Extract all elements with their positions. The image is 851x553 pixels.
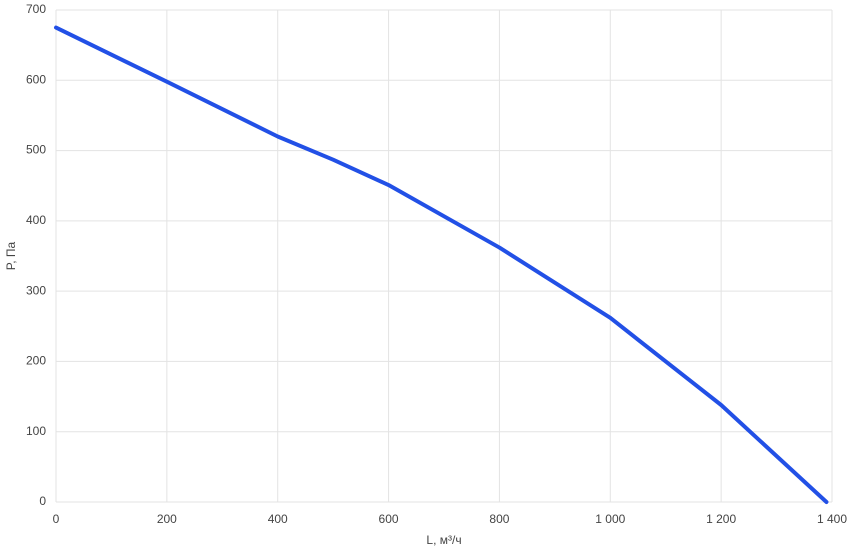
x-tick-label: 0 [53, 512, 60, 526]
x-tick-label: 400 [268, 512, 288, 526]
y-tick-label: 100 [26, 424, 46, 438]
y-tick-label: 400 [26, 213, 46, 227]
y-tick-label: 0 [39, 494, 46, 508]
y-axis-label: P, Па [4, 241, 18, 270]
y-tick-label: 300 [26, 283, 46, 297]
y-tick-label: 200 [26, 354, 46, 368]
x-tick-label: 800 [489, 512, 509, 526]
x-tick-label: 1 400 [817, 512, 847, 526]
y-tick-label: 600 [26, 72, 46, 86]
x-tick-label: 1 200 [706, 512, 736, 526]
x-tick-label: 1 000 [595, 512, 625, 526]
y-tick-label: 700 [26, 2, 46, 16]
x-axis-label: L, м³/ч [426, 533, 461, 547]
line [54, 25, 829, 504]
x-tick-label: 600 [379, 512, 399, 526]
y-tick-label: 500 [26, 143, 46, 157]
x-tick-label: 200 [157, 512, 177, 526]
